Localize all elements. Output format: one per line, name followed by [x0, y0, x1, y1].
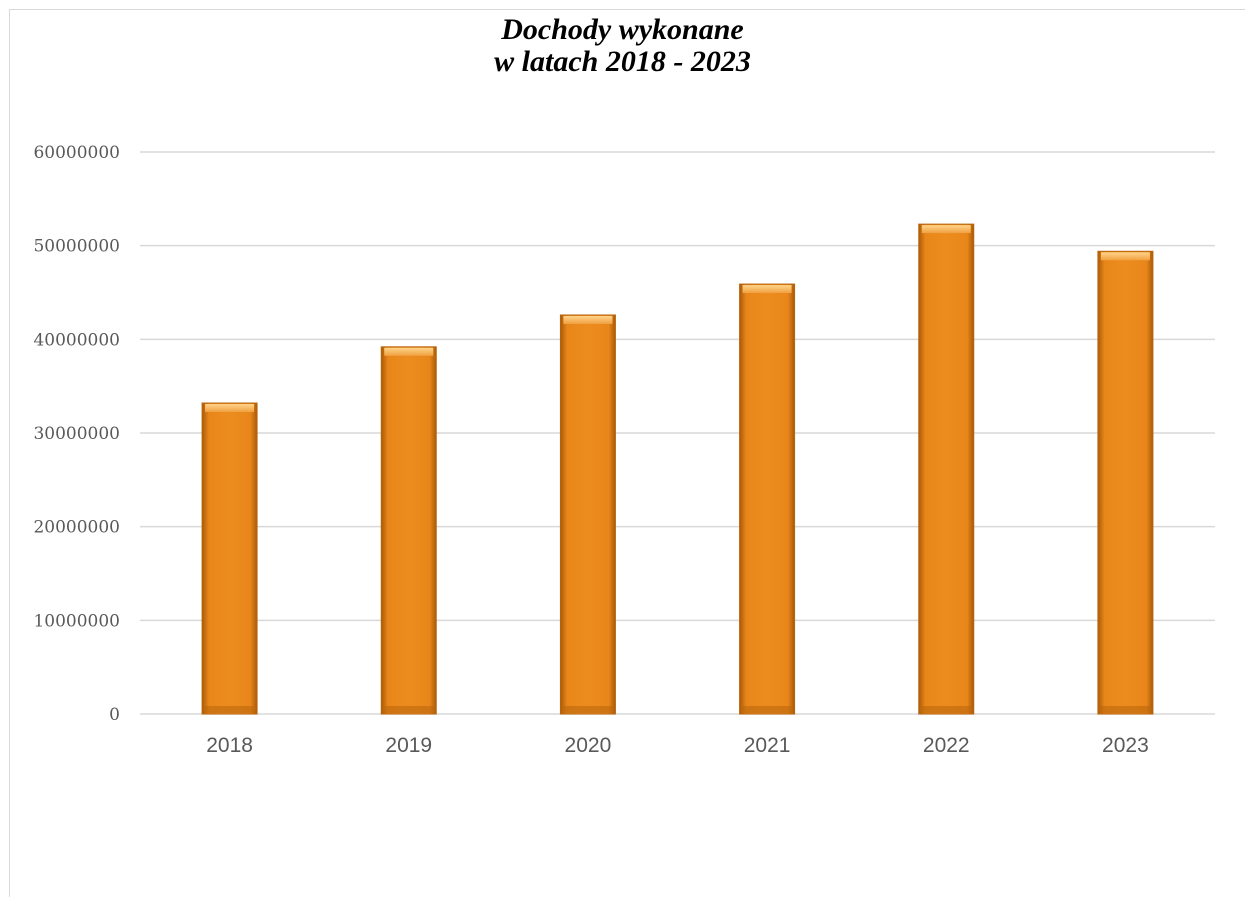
y-tick-label: 60000000	[33, 143, 120, 163]
bar-bevel-bottom	[205, 706, 255, 713]
chart-title-line-1: Dochody wykonane	[501, 13, 744, 46]
x-tick-label: 2021	[744, 734, 791, 757]
x-axis-tick-labels: 2018 2019 2020 2021 2022 2023	[206, 734, 1149, 757]
bar	[201, 402, 258, 715]
y-tick-label: 50000000	[33, 237, 120, 257]
bar-bevel-top	[205, 404, 255, 413]
y-tick-label: 10000000	[33, 611, 120, 631]
chart-title: Dochody wykonane w latach 2018 - 2023	[0, 14, 1245, 78]
x-tick-label: 2023	[1102, 734, 1149, 757]
bar	[918, 223, 975, 715]
bar-2019	[380, 346, 437, 715]
x-tick-label: 2020	[565, 734, 612, 757]
bar-bevel-bottom	[563, 706, 613, 713]
gridlines	[140, 151, 1215, 715]
bar-bevel-bottom	[384, 706, 434, 713]
y-tick-label: 40000000	[33, 330, 120, 350]
x-tick-label: 2019	[385, 734, 432, 757]
x-tick-label: 2018	[206, 734, 253, 757]
y-axis-tick-labels: 0 10000000 20000000 30000000 40000000 5000000…	[33, 143, 120, 725]
bar-2023	[1097, 250, 1154, 715]
y-tick-label: 30000000	[33, 424, 120, 444]
bar-2020	[559, 314, 616, 715]
chart-title-line-2: w latach 2018 - 2023	[494, 45, 751, 78]
y-tick-label: 20000000	[33, 518, 120, 538]
bar-bevel-top	[921, 225, 971, 234]
bar-bevel-top	[1100, 252, 1150, 261]
bar-bevel-top	[563, 315, 613, 324]
bar-2022	[918, 223, 975, 715]
bar	[559, 314, 616, 715]
bar-bevel-bottom	[921, 706, 971, 713]
bar-bevel-top	[384, 347, 434, 356]
y-tick-label: 0	[109, 705, 120, 725]
bar-2021	[739, 283, 796, 715]
bar-bevel-bottom	[742, 706, 792, 713]
x-tick-label: 2022	[923, 734, 970, 757]
bar	[380, 346, 437, 715]
bar-bevel-top	[742, 285, 792, 294]
bar	[739, 283, 796, 715]
bar-bevel-bottom	[1100, 706, 1150, 713]
bar-2018	[201, 402, 258, 715]
bar	[1097, 250, 1154, 715]
bars	[201, 223, 1154, 715]
